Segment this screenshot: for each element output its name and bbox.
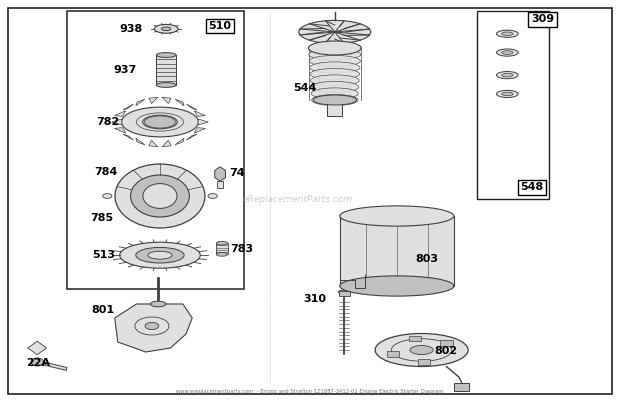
Bar: [440, 340, 453, 346]
Polygon shape: [123, 134, 134, 140]
Ellipse shape: [115, 164, 205, 228]
Ellipse shape: [340, 276, 454, 296]
Polygon shape: [115, 304, 192, 352]
Ellipse shape: [299, 20, 371, 44]
Ellipse shape: [375, 334, 468, 366]
Text: 938: 938: [119, 24, 143, 34]
Ellipse shape: [143, 115, 177, 129]
Polygon shape: [175, 99, 184, 106]
Ellipse shape: [309, 41, 361, 55]
Polygon shape: [194, 128, 205, 133]
Text: 74: 74: [229, 168, 245, 178]
Text: 802: 802: [434, 346, 457, 356]
Ellipse shape: [339, 290, 350, 294]
Ellipse shape: [502, 51, 513, 54]
Circle shape: [31, 358, 43, 366]
Polygon shape: [123, 104, 134, 110]
Text: 544: 544: [293, 83, 316, 93]
Ellipse shape: [309, 42, 361, 54]
Text: eReplacementParts.com: eReplacementParts.com: [242, 196, 353, 204]
Bar: [477, 11, 549, 199]
Ellipse shape: [310, 68, 360, 80]
Polygon shape: [162, 140, 171, 147]
Ellipse shape: [311, 88, 358, 99]
Ellipse shape: [311, 75, 359, 86]
Ellipse shape: [309, 62, 360, 73]
Text: 785: 785: [91, 213, 113, 223]
Ellipse shape: [120, 242, 200, 268]
Ellipse shape: [313, 95, 356, 105]
Polygon shape: [215, 167, 226, 181]
Polygon shape: [149, 97, 158, 104]
Text: 801: 801: [92, 305, 115, 315]
Polygon shape: [115, 128, 126, 133]
Ellipse shape: [102, 194, 112, 198]
Bar: [387, 352, 399, 357]
Text: 782: 782: [95, 117, 119, 127]
Ellipse shape: [208, 194, 218, 198]
Polygon shape: [198, 119, 208, 125]
Ellipse shape: [309, 49, 361, 60]
Ellipse shape: [502, 73, 513, 77]
Bar: [217, 181, 223, 188]
Polygon shape: [162, 97, 171, 104]
Polygon shape: [186, 104, 197, 110]
Text: 22A: 22A: [26, 358, 50, 368]
Ellipse shape: [161, 27, 171, 30]
Text: 784: 784: [94, 167, 118, 177]
Text: www.ereplacementparts.com  - Briggs and Stratton 121887-3412-01 Engine Electric : www.ereplacementparts.com - Briggs and S…: [176, 389, 444, 394]
Bar: [454, 383, 469, 390]
Ellipse shape: [150, 301, 166, 307]
Bar: [418, 359, 430, 365]
Ellipse shape: [216, 241, 228, 245]
Polygon shape: [186, 134, 197, 140]
Bar: [156, 55, 176, 85]
Ellipse shape: [145, 322, 159, 330]
Bar: [339, 291, 350, 296]
Ellipse shape: [312, 94, 358, 106]
Text: 310: 310: [304, 294, 327, 304]
Bar: [340, 216, 454, 286]
Polygon shape: [136, 138, 145, 145]
Ellipse shape: [309, 55, 360, 67]
Ellipse shape: [156, 83, 176, 87]
Polygon shape: [194, 111, 205, 116]
Polygon shape: [175, 138, 184, 145]
Ellipse shape: [497, 49, 518, 56]
Ellipse shape: [502, 32, 513, 36]
Ellipse shape: [410, 346, 433, 354]
Ellipse shape: [156, 53, 176, 57]
Bar: [67, 11, 244, 289]
Text: 513: 513: [92, 250, 115, 260]
Polygon shape: [28, 341, 46, 355]
Polygon shape: [136, 99, 145, 106]
Text: 803: 803: [415, 254, 438, 264]
Ellipse shape: [131, 175, 190, 217]
Ellipse shape: [148, 251, 172, 259]
Polygon shape: [115, 111, 126, 116]
Ellipse shape: [216, 253, 228, 256]
Ellipse shape: [154, 24, 178, 33]
Ellipse shape: [122, 107, 198, 137]
Ellipse shape: [497, 30, 518, 37]
Ellipse shape: [311, 81, 359, 93]
Polygon shape: [149, 140, 158, 147]
Ellipse shape: [136, 247, 184, 263]
Ellipse shape: [143, 184, 177, 208]
Ellipse shape: [340, 206, 454, 226]
Bar: [327, 100, 342, 116]
Text: 510: 510: [208, 21, 232, 31]
Text: 548: 548: [520, 182, 544, 192]
Bar: [216, 243, 228, 254]
Ellipse shape: [502, 92, 513, 96]
Ellipse shape: [497, 90, 518, 98]
Ellipse shape: [497, 72, 518, 79]
Text: 783: 783: [231, 244, 254, 254]
Polygon shape: [112, 119, 122, 125]
Text: 937: 937: [113, 65, 136, 75]
Bar: [409, 336, 421, 341]
Text: 309: 309: [531, 14, 554, 24]
